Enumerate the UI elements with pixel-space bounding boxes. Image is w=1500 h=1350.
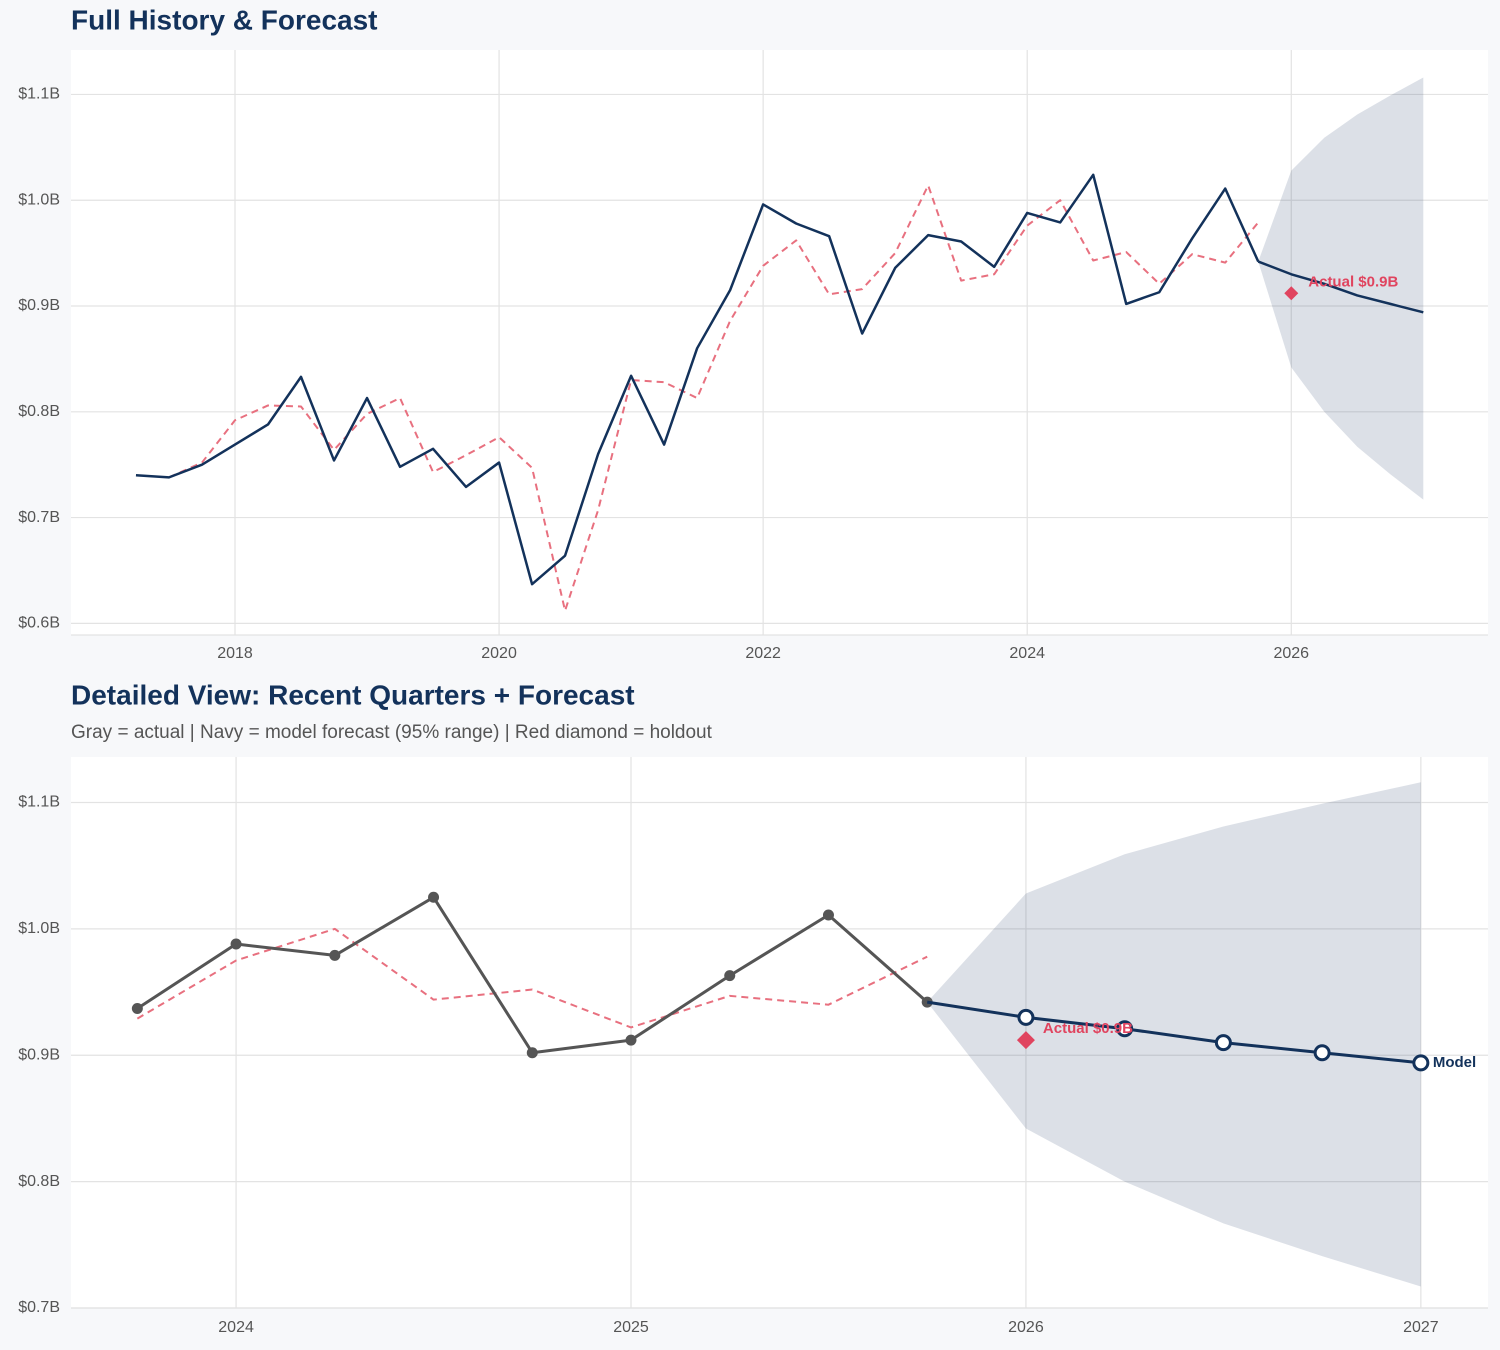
- y-tick-label: $0.9B: [18, 297, 60, 314]
- y-tick-label: $0.8B: [18, 1173, 60, 1190]
- actual-point: [625, 1034, 637, 1046]
- chart-subtitle: Gray = actual | Navy = model forecast (9…: [71, 722, 713, 743]
- series-line: [926, 1000, 1422, 1065]
- chart-title: Detailed View: Recent Quarters + Forecas…: [71, 679, 635, 710]
- x-tick-label: 2024: [1009, 645, 1045, 662]
- holdout-label: Actual $0.9B: [1043, 1020, 1133, 1037]
- x-tick-label: 2018: [217, 645, 253, 662]
- y-tick-label: $0.6B: [18, 615, 60, 632]
- plot-area: [71, 50, 1488, 635]
- series-line: [135, 173, 1260, 586]
- x-tick-label: 2024: [218, 1319, 254, 1336]
- actual-point: [428, 891, 440, 903]
- y-tick-label: $0.9B: [18, 1046, 60, 1063]
- holdout-point: [1016, 1031, 1035, 1050]
- forecast-point: [1017, 1008, 1035, 1026]
- x-tick-label: 2027: [1403, 1319, 1439, 1336]
- y-tick-label: $1.1B: [18, 86, 60, 103]
- x-tick-label: 2026: [1008, 1319, 1044, 1336]
- forecast-point: [1313, 1044, 1331, 1062]
- series-line: [136, 927, 928, 1029]
- actual-point: [526, 1047, 538, 1059]
- chart-title: Full History & Forecast: [71, 4, 378, 35]
- holdout-point: [1284, 286, 1299, 301]
- y-tick-label: $0.7B: [18, 1299, 60, 1316]
- y-tick-label: $1.0B: [18, 920, 60, 937]
- actual-point: [822, 909, 834, 921]
- actual-point: [724, 970, 736, 982]
- x-tick-label: 2022: [745, 645, 781, 662]
- actual-point: [329, 949, 341, 961]
- x-tick-label: 2020: [481, 645, 517, 662]
- forecast-point: [1116, 1020, 1134, 1038]
- y-tick-label: $0.7B: [18, 509, 60, 526]
- actual-point: [131, 1002, 143, 1014]
- holdout-label: Actual $0.9B: [1308, 273, 1398, 290]
- y-tick-label: $1.0B: [18, 191, 60, 208]
- series-end-label: Model: [1433, 1054, 1476, 1071]
- series-line: [1257, 260, 1424, 314]
- series-line: [168, 184, 1260, 612]
- forecast-point: [1214, 1034, 1232, 1052]
- x-tick-label: 2026: [1273, 645, 1309, 662]
- y-tick-label: $0.8B: [18, 403, 60, 420]
- x-tick-label: 2025: [613, 1319, 649, 1336]
- forecast-point: [1412, 1054, 1430, 1072]
- actual-point: [230, 938, 242, 950]
- plot-area: [71, 757, 1488, 1308]
- y-tick-label: $1.1B: [18, 794, 60, 811]
